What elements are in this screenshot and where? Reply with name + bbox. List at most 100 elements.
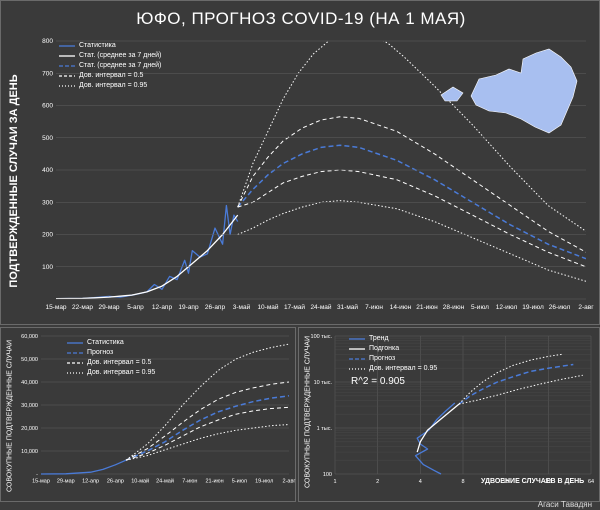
x-tick-label: 19-апр (178, 304, 199, 311)
x-tick-label: 26-апр (205, 304, 226, 311)
legend-swatch (59, 85, 75, 87)
series-line (40, 459, 127, 475)
x-tick-label: 10-май (131, 478, 149, 485)
legend-label: Дов. интервал = 0.95 (369, 365, 438, 372)
series-line (237, 200, 586, 282)
x-tick-label: 12-апр (152, 304, 173, 311)
x-tick-label: 5-апр (127, 304, 144, 311)
series-line (125, 343, 290, 461)
x-tick-label: 1 (333, 479, 336, 485)
legend-swatch (67, 352, 83, 354)
x-tick-label: 22-мар (72, 304, 93, 311)
series-line (458, 353, 563, 405)
y-tick-label: 800 (42, 38, 53, 45)
x-tick-label: 28-июн (443, 304, 465, 311)
series-line (125, 381, 290, 461)
legend-label: Статистика (87, 339, 124, 346)
x-tick-label: 26-июл (549, 304, 571, 311)
legend-swatch (59, 65, 75, 67)
x-tick-label: 2-авг (578, 304, 594, 311)
legend-label: Прогноз (369, 355, 396, 362)
doubling-chart-panel: СОВОКУПНЫЕ ПОДТВЕРЖДЕННЫЕ СЛУЧАИ 1 2 4 8 16 3… (298, 327, 600, 502)
x-tick-label: 2 (376, 479, 379, 485)
x-tick-label: 7-июн (365, 304, 383, 311)
x-tick-label: 12-июл (496, 304, 518, 311)
series-line (458, 363, 574, 405)
legend-label: Стат. (среднее за 7 дней) (79, 62, 162, 69)
x-tick-label: 26-апр (107, 479, 124, 485)
y-tick-label: 700 (42, 70, 53, 77)
x-tick-label: 15-мар (32, 479, 50, 485)
x-tick-label: 64 (588, 479, 594, 485)
x-tick-label: 12-апр (82, 479, 99, 485)
legend-swatch (67, 362, 83, 364)
legend-swatch (59, 75, 75, 77)
y-tick-label: 100 тыс. (311, 334, 333, 340)
y-tick-label: 500 (42, 135, 53, 142)
daily-legend: Статистика Стат. (среднее за 7 дней) Стат.… (59, 41, 161, 91)
y-tick-label: 10 тыс. (314, 380, 333, 386)
x-tick-label: 29-мар (98, 304, 119, 311)
x-tick-label: 3-май (233, 303, 251, 311)
x-tick-label: 29-мар (57, 479, 75, 485)
legend-item: Дов. интервал = 0.5 (59, 71, 161, 81)
doubling-x-axis-label: УДВОЕНИЕ СЛУЧАЕВ В ДЕНЬ (481, 478, 585, 485)
y-tick-label: 600 (42, 103, 53, 110)
legend-swatch (67, 342, 83, 344)
x-tick-label: 4 (419, 479, 422, 485)
legend-item: Дов. интервал = 0.95 (67, 368, 155, 378)
y-tick-label: 300 (42, 199, 53, 206)
series-line (237, 41, 586, 232)
x-tick-label: 2-авг (283, 479, 296, 485)
daily-chart-panel: ЮФО, ПРОГНОЗ COVID-19 (НА 1 МАЯ) ПОДТВЕР… (0, 0, 600, 325)
series-line (56, 214, 239, 299)
legend-item: Подгонка (349, 344, 437, 354)
legend-item: Дов. интервал = 0.95 (349, 364, 437, 374)
x-tick-label: 32 (545, 479, 551, 485)
legend-item: Статистика (67, 338, 155, 348)
author-credit: Агаси Тавадян (537, 500, 592, 509)
y-tick-label: 1 тыс. (317, 426, 333, 432)
y-tick-label: 60,000 (21, 334, 38, 340)
x-tick-label: 15-мар (45, 304, 66, 311)
legend-swatch (349, 358, 365, 360)
legend-swatch (59, 55, 75, 57)
x-tick-label: 19-июл (255, 479, 273, 485)
x-tick-label: 10-май (257, 303, 278, 311)
legend-label: Стат. (среднее за 7 дней) (79, 52, 162, 59)
x-tick-label: 21-июн (416, 304, 438, 311)
y-tick-label: - (36, 472, 38, 478)
cumulative-chart-svg: - 10,000 20,000 30,000 40,000 50,000 60,000 15-… (21, 334, 296, 485)
x-tick-label: 8 (461, 479, 464, 485)
daily-chart-svg: 100 200 300 400 500 600 700 800 15-мар 22-мар 29-м… (42, 38, 594, 311)
x-tick-label: 7-июн (182, 479, 197, 485)
region-map-icon (440, 48, 578, 134)
series-line (237, 144, 586, 260)
legend-label: Статистика (79, 42, 116, 49)
legend-swatch (349, 338, 365, 340)
series-line (237, 116, 586, 253)
doubling-chart-svg: 1 2 4 8 16 32 64 100 1 тыс. 10 тыс. 100 тыс. (311, 334, 595, 485)
cumulative-chart-panel: СОВОКУПНЫЕ ПОДТВЕРЖДЕННЫЕ СЛУЧАИ -10,000… (0, 327, 296, 502)
y-tick-label: 30,000 (21, 403, 38, 409)
legend-swatch (349, 348, 365, 350)
series-line (125, 406, 290, 461)
y-tick-label: 10,000 (21, 449, 38, 455)
x-tick-label: 16 (503, 479, 509, 485)
legend-item: Тренд (349, 334, 437, 344)
y-tick-label: 50,000 (21, 357, 38, 363)
x-tick-label: 24-май (310, 303, 331, 311)
y-tick-label: 200 (42, 232, 53, 239)
series-line (56, 204, 239, 299)
chart-title: ЮФО, ПРОГНОЗ COVID-19 (НА 1 МАЯ) (136, 9, 466, 28)
y-tick-label: 20,000 (21, 426, 38, 432)
legend-label: Тренд (369, 335, 389, 342)
y-tick-label: 100 (42, 264, 53, 271)
x-tick-label: 5-июл (471, 304, 489, 311)
doubling-legend: Тренд Подгонка Прогноз Дов. интервал = 0.95 (349, 334, 437, 374)
legend-swatch (349, 368, 365, 370)
x-tick-label: 17-май (284, 303, 305, 311)
legend-item: Статистика (59, 41, 161, 51)
legend-swatch (59, 45, 75, 47)
series-line (458, 374, 583, 405)
